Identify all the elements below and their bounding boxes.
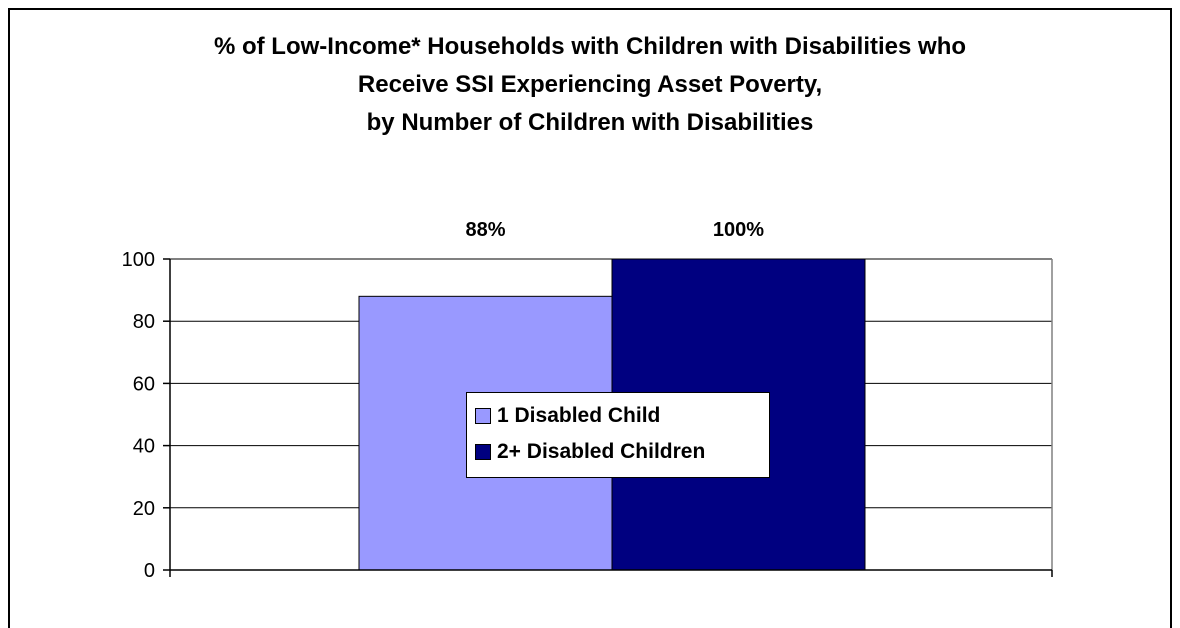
legend-item-1-disabled-child: 1 Disabled Child <box>475 398 761 434</box>
y-tick-label-100: 100 <box>122 249 155 271</box>
chart-title: % of Low-Income* Households with Childre… <box>0 28 1180 142</box>
y-tick-label-60: 60 <box>133 373 155 395</box>
data-labels: 88% 100% <box>465 219 764 241</box>
chart-title-line-3: by Number of Children with Disabilities <box>366 109 814 136</box>
legend-label-1-disabled-child: 1 Disabled Child <box>497 404 661 427</box>
legend-swatch-2-plus-disabled-children <box>475 444 491 460</box>
y-tick-labels: 0 20 40 60 80 100 <box>122 249 155 582</box>
y-tick-label-0: 0 <box>144 560 155 582</box>
legend-swatch-1-disabled-child <box>475 408 491 424</box>
chart-title-line-1: % of Low-Income* Households with Childre… <box>213 33 967 60</box>
bar-chart: 0 20 40 60 80 100 88% 100% <box>122 219 1053 582</box>
chart-title-line-2: Receive SSI Experiencing Asset Poverty, <box>357 71 823 98</box>
legend: 1 Disabled Child 2+ Disabled Children <box>466 392 770 478</box>
y-tick-label-20: 20 <box>133 498 155 520</box>
data-label-1: 100% <box>713 219 764 241</box>
axes <box>163 258 1053 577</box>
chart-frame <box>8 8 1172 628</box>
legend-item-2-plus-disabled-children: 2+ Disabled Children <box>475 434 761 470</box>
data-label-0: 88% <box>465 219 505 241</box>
y-tick-label-40: 40 <box>133 436 155 458</box>
legend-label-2-plus-disabled-children: 2+ Disabled Children <box>497 440 706 463</box>
y-tick-label-80: 80 <box>133 311 155 333</box>
